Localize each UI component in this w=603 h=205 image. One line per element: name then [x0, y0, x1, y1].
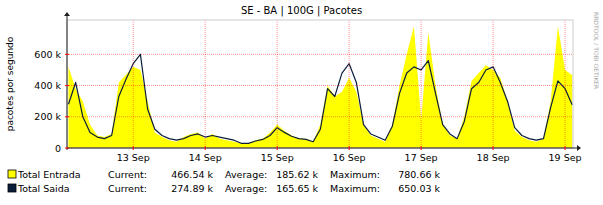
y-tick: [65, 54, 69, 55]
y-tick-label: 200 k: [34, 111, 61, 122]
y-tick-label: 400 k: [34, 80, 61, 91]
x-axis: [67, 148, 577, 149]
y-grid-line: [67, 54, 573, 55]
legend-stat-label: Maximum:: [330, 183, 380, 194]
chart-root: SE - BA | 100G | Pacotes pacotes por segu…: [0, 0, 603, 205]
x-tick: [421, 146, 422, 150]
x-tick: [349, 146, 350, 150]
x-axis-arrow: [577, 145, 581, 151]
y-tick: [65, 148, 69, 149]
legend-stat-value: 466.54 k: [171, 169, 213, 180]
x-grid-line: [349, 20, 350, 148]
x-tick: [493, 146, 494, 150]
y-axis-arrow: [64, 12, 70, 16]
line-series: [68, 54, 572, 143]
title: SE - BA | 100G | Pacotes: [241, 5, 362, 17]
x-tick: [277, 146, 278, 150]
x-grid-line: [205, 20, 206, 148]
y-grid-line: [67, 85, 573, 86]
legend-label: Total Saida: [17, 183, 70, 194]
legend-label: Total Entrada: [17, 169, 81, 180]
legend-stat-value: 185.62 k: [276, 169, 318, 180]
y-axis: [67, 16, 68, 150]
legend-stat-value: 780.66 k: [398, 169, 440, 180]
x-tick-label: 14 Sep: [189, 152, 222, 163]
y-tick-label: 600 k: [34, 49, 61, 60]
legend-stat-value: 274.89 k: [171, 183, 213, 194]
x-tick-label: 15 Sep: [261, 152, 294, 163]
x-grid-line: [493, 20, 494, 148]
annotation: RRDTOOL / TOBI OETIKER: [593, 12, 600, 89]
legend-stat-label: Current:: [108, 183, 147, 194]
legend-stat-label: Current:: [108, 169, 147, 180]
y-tick: [65, 85, 69, 86]
y-grid-line: [67, 116, 573, 117]
legend-stat-label: Average:: [225, 169, 267, 180]
x-tick: [565, 146, 566, 150]
x-grid-line: [421, 20, 422, 148]
x-tick: [205, 146, 206, 150]
x-tick-label: 16 Sep: [333, 152, 366, 163]
x-tick-label: 17 Sep: [405, 152, 438, 163]
legend-stat-label: Maximum:: [330, 169, 380, 180]
plot-frame: [67, 20, 573, 148]
plot-area: [67, 20, 573, 148]
y-tick: [65, 116, 69, 117]
x-tick: [133, 146, 134, 150]
y-axis-label: pacotes por segundo: [5, 36, 15, 131]
legend-stat-label: Average:: [225, 183, 267, 194]
legend-swatch: [8, 184, 16, 192]
chart: SE - BA | 100G | Pacotes pacotes por segu…: [0, 0, 603, 205]
x-grid-line: [277, 20, 278, 148]
legend-stat-value: 650.03 k: [398, 183, 440, 194]
background: [0, 0, 603, 205]
y-tick-label: 0: [55, 143, 61, 154]
x-tick-label: 18 Sep: [477, 152, 510, 163]
area-series: [68, 26, 572, 148]
legend-swatch: [8, 170, 16, 178]
x-tick-label: 13 Sep: [117, 152, 150, 163]
series-group: [68, 26, 572, 148]
x-tick-label: 19 Sep: [549, 152, 582, 163]
legend-stat-value: 165.65 k: [276, 183, 318, 194]
x-grid-line: [565, 20, 566, 148]
x-grid-line: [133, 20, 134, 148]
